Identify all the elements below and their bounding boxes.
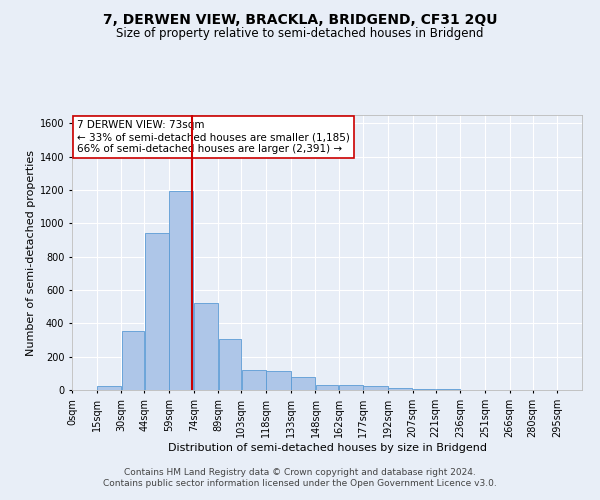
Text: Contains HM Land Registry data © Crown copyright and database right 2024.
Contai: Contains HM Land Registry data © Crown c… <box>103 468 497 487</box>
Bar <box>413 388 436 390</box>
Bar <box>316 385 338 390</box>
Bar <box>388 388 412 390</box>
Text: 7, DERWEN VIEW, BRACKLA, BRIDGEND, CF31 2QU: 7, DERWEN VIEW, BRACKLA, BRIDGEND, CF31 … <box>103 12 497 26</box>
Text: 7 DERWEN VIEW: 73sqm
← 33% of semi-detached houses are smaller (1,185)
66% of se: 7 DERWEN VIEW: 73sqm ← 33% of semi-detac… <box>77 120 350 154</box>
Text: Size of property relative to semi-detached houses in Bridgend: Size of property relative to semi-detach… <box>116 28 484 40</box>
Bar <box>339 386 363 390</box>
Bar <box>266 371 290 390</box>
Bar <box>97 386 121 390</box>
Bar <box>194 304 218 390</box>
Bar <box>169 191 193 390</box>
Bar <box>364 386 388 390</box>
Bar <box>242 370 266 390</box>
Bar <box>145 234 169 390</box>
X-axis label: Distribution of semi-detached houses by size in Bridgend: Distribution of semi-detached houses by … <box>167 442 487 452</box>
Bar <box>218 339 241 390</box>
Bar <box>436 389 460 390</box>
Bar <box>291 376 315 390</box>
Bar <box>122 331 144 390</box>
Y-axis label: Number of semi-detached properties: Number of semi-detached properties <box>26 150 35 356</box>
